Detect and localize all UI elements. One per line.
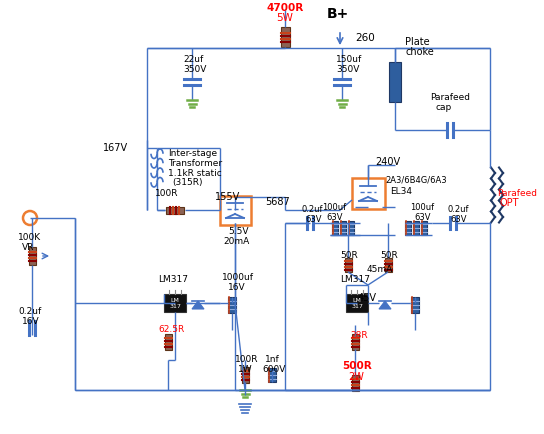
Text: 100uf: 100uf xyxy=(410,203,434,211)
Bar xyxy=(340,221,346,235)
Text: 100R: 100R xyxy=(235,355,258,365)
Text: (315R): (315R) xyxy=(172,178,202,187)
Text: 50R: 50R xyxy=(340,251,358,260)
Text: 28R: 28R xyxy=(350,331,368,339)
Bar xyxy=(411,297,419,313)
Text: 5687: 5687 xyxy=(265,197,290,207)
Bar xyxy=(332,221,338,235)
Text: choke: choke xyxy=(405,47,434,57)
Text: Parafeed: Parafeed xyxy=(430,92,470,102)
Text: 62.5R: 62.5R xyxy=(158,326,184,335)
Text: 63V: 63V xyxy=(326,213,343,221)
Text: Transformer: Transformer xyxy=(168,158,222,168)
Bar xyxy=(28,247,35,265)
Polygon shape xyxy=(192,301,204,309)
Bar xyxy=(242,367,249,383)
Bar xyxy=(164,334,171,350)
Text: 100uf: 100uf xyxy=(322,203,346,211)
Bar xyxy=(268,368,276,382)
Bar xyxy=(166,207,184,214)
Text: 45V: 45V xyxy=(358,293,377,303)
Bar xyxy=(346,294,368,312)
Bar xyxy=(351,334,358,350)
Text: EL34: EL34 xyxy=(390,187,412,197)
Text: 2W: 2W xyxy=(348,372,364,382)
Bar xyxy=(389,62,401,102)
Text: 45mA: 45mA xyxy=(367,266,393,274)
Text: 0.2uf: 0.2uf xyxy=(18,308,41,316)
Text: 20mA: 20mA xyxy=(223,237,249,247)
Text: LM317: LM317 xyxy=(158,276,188,285)
Text: 4700R: 4700R xyxy=(267,3,304,13)
Text: B+: B+ xyxy=(327,7,349,21)
Bar xyxy=(344,258,351,272)
Text: LM: LM xyxy=(171,299,180,303)
Text: 155V: 155V xyxy=(215,192,240,202)
Text: 350V: 350V xyxy=(336,66,360,75)
Text: 317: 317 xyxy=(351,303,363,309)
Bar xyxy=(348,221,354,235)
Text: 100R: 100R xyxy=(155,188,178,197)
Bar xyxy=(421,221,427,235)
Text: 50R: 50R xyxy=(380,251,398,260)
Bar xyxy=(405,221,411,235)
Text: 22uf: 22uf xyxy=(183,56,203,65)
Bar xyxy=(413,221,419,235)
Text: 317: 317 xyxy=(169,303,181,309)
Text: VR: VR xyxy=(22,243,34,251)
Text: 16V: 16V xyxy=(228,283,246,293)
Text: 16V: 16V xyxy=(22,318,40,326)
Polygon shape xyxy=(379,301,391,309)
Text: 350V: 350V xyxy=(183,66,206,75)
Text: 260: 260 xyxy=(355,33,375,43)
Text: 1nf: 1nf xyxy=(265,355,280,365)
Text: 0.2uf: 0.2uf xyxy=(447,206,468,214)
Bar xyxy=(164,294,186,312)
Text: OPT: OPT xyxy=(500,198,520,208)
Text: 600V: 600V xyxy=(262,365,286,375)
Text: 150uf: 150uf xyxy=(336,56,362,65)
Text: 63V: 63V xyxy=(414,213,430,221)
Text: Parafeed: Parafeed xyxy=(497,188,537,197)
Text: Inter-stage: Inter-stage xyxy=(168,148,217,158)
Text: 1000uf: 1000uf xyxy=(222,273,254,283)
Text: 63V: 63V xyxy=(450,214,467,224)
Text: cap: cap xyxy=(436,102,452,112)
Bar xyxy=(351,375,358,391)
Bar xyxy=(228,297,236,313)
Text: 240V: 240V xyxy=(375,157,400,167)
Text: 1.1kR static: 1.1kR static xyxy=(168,168,222,178)
Text: 0.2uf: 0.2uf xyxy=(302,206,324,214)
Text: 5W: 5W xyxy=(276,13,293,23)
Text: 63V: 63V xyxy=(305,214,322,224)
Text: 100K: 100K xyxy=(18,233,41,241)
Text: 1W: 1W xyxy=(238,365,252,375)
Text: 2A3/6B4G/6A3: 2A3/6B4G/6A3 xyxy=(385,175,447,184)
Text: 167V: 167V xyxy=(103,143,128,153)
Text: 500R: 500R xyxy=(342,361,372,371)
Text: LM317: LM317 xyxy=(340,276,370,285)
Bar xyxy=(385,258,392,272)
Text: LM: LM xyxy=(353,299,361,303)
Bar xyxy=(281,27,289,47)
Text: Plate: Plate xyxy=(405,37,430,47)
Text: 5.5V: 5.5V xyxy=(228,227,249,237)
